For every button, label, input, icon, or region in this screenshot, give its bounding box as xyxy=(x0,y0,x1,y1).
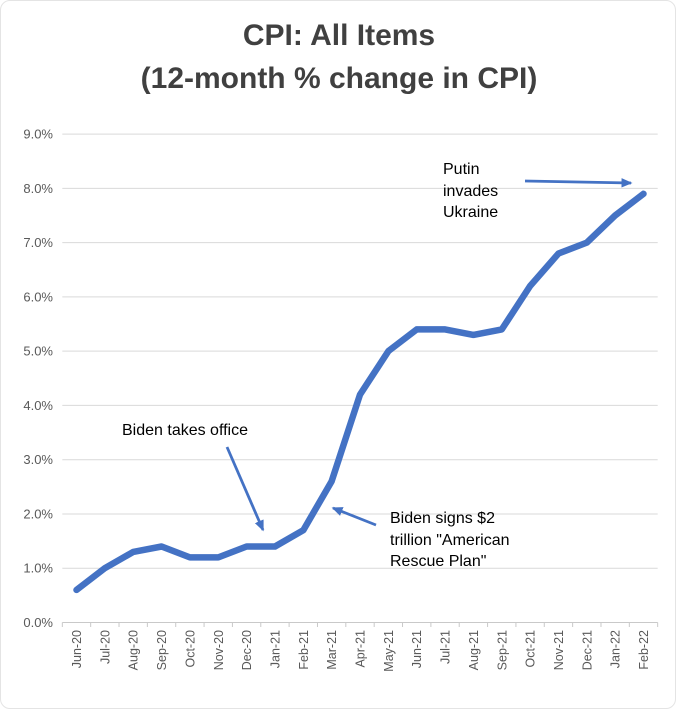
x-axis-label: Feb-21 xyxy=(297,630,311,670)
x-axis-label: Dec-20 xyxy=(240,630,254,670)
y-axis-label: 5.0% xyxy=(23,344,53,359)
x-axis-labels: Jun-20 Jul-20 Aug-20 Sep-20 Oct-20 Nov-20 Dec-… xyxy=(70,630,651,672)
x-axis-label: Jul-20 xyxy=(98,630,112,664)
annotation-arrows xyxy=(225,178,633,532)
annotation-biden-takes-office: Biden takes office xyxy=(122,422,249,439)
annotation-american-rescue-plan: Biden signs $2 trillion "American Rescue… xyxy=(390,510,510,570)
y-axis-label: 2.0% xyxy=(23,506,53,521)
x-axis-label: Sep-21 xyxy=(495,630,509,670)
y-axis-label: 3.0% xyxy=(23,452,53,467)
y-axis-label: 7.0% xyxy=(23,235,53,250)
x-axis-label: Jun-21 xyxy=(410,630,424,668)
chart-title-line1: CPI: All Items xyxy=(242,19,436,52)
x-axis-label: Feb-22 xyxy=(637,630,651,670)
x-axis-label: Aug-21 xyxy=(467,630,481,670)
y-axis-label: 8.0% xyxy=(23,181,53,196)
annotation-arrow-putin-invades-ukraine xyxy=(524,178,633,188)
y-axis-label: 6.0% xyxy=(23,289,53,304)
cpi-series-line xyxy=(73,190,647,594)
annotation-arrow-biden-takes-office xyxy=(225,446,265,532)
x-axis-label: Oct-20 xyxy=(183,630,197,668)
x-axis-line-ticks xyxy=(61,622,659,627)
annotation-arrow-american-rescue-plan xyxy=(331,506,377,527)
x-axis-label: Sep-20 xyxy=(155,630,169,670)
cpi-line xyxy=(73,190,647,594)
x-axis-label: Mar-21 xyxy=(325,630,339,670)
gridlines xyxy=(62,133,658,569)
x-axis-label: Jun-20 xyxy=(70,630,84,668)
y-axis-label: 4.0% xyxy=(23,398,53,413)
y-axis-labels: 0.0% 1.0% 2.0% 3.0% 4.0% 5.0% 6.0% 7.0% 8.0% 9.0% xyxy=(23,127,53,630)
annotation-putin-invades-ukraine: Putin invades Ukraine xyxy=(443,161,499,221)
x-axis-label: May-21 xyxy=(382,630,396,672)
chart-title: CPI: All Items (12-month % change in CPI… xyxy=(1,14,676,100)
x-axis-label: Nov-21 xyxy=(552,630,566,670)
x-axis-label: Oct-21 xyxy=(524,630,538,668)
x-axis-label: Aug-20 xyxy=(127,630,141,670)
x-axis-label: Nov-20 xyxy=(212,630,226,670)
y-axis-label: 1.0% xyxy=(23,561,53,576)
y-axis-label: 9.0% xyxy=(23,127,53,142)
x-axis-label: Apr-21 xyxy=(354,630,368,668)
y-axis-label: 0.0% xyxy=(23,615,53,630)
x-axis-label: Dec-21 xyxy=(580,630,594,670)
x-axis-label: Jul-21 xyxy=(439,630,453,664)
x-axis-label: Jan-22 xyxy=(609,630,623,668)
x-axis-label: Jan-21 xyxy=(268,630,282,668)
chart-title-line2: (12-month % change in CPI) xyxy=(140,62,538,95)
